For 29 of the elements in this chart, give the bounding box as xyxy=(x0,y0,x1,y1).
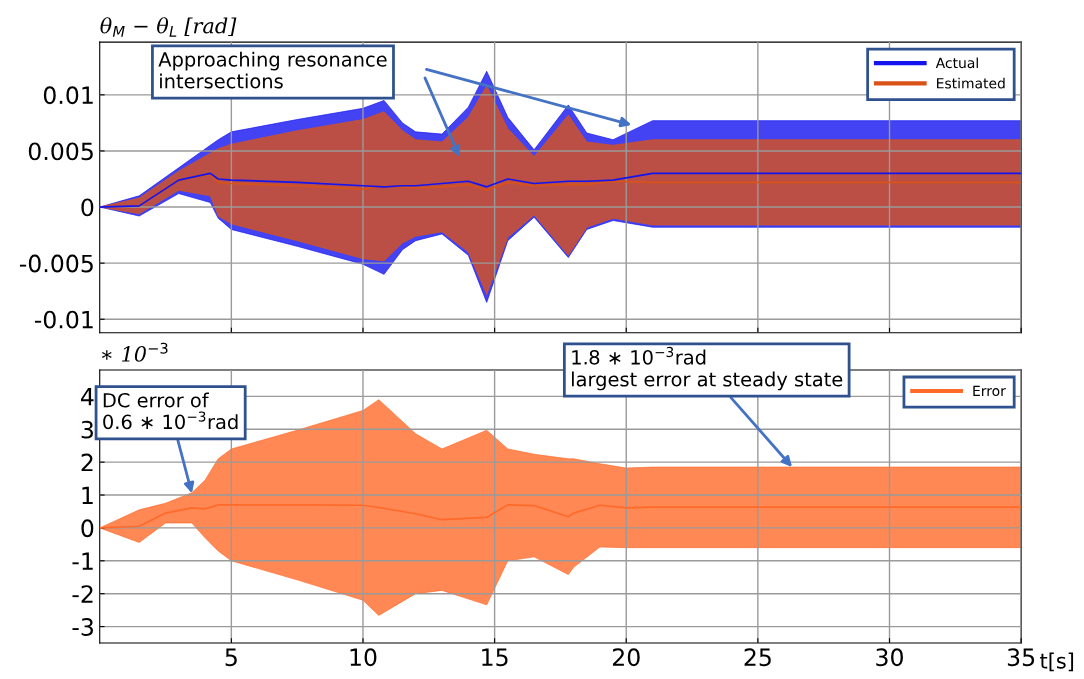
y-tick-label: 3 xyxy=(81,420,93,439)
x-tick-label: 15 xyxy=(482,648,508,667)
legend-label: Estimated xyxy=(937,77,1005,89)
y-tick-label: 2 xyxy=(81,453,93,472)
x-tick-label: 5 xyxy=(225,648,237,667)
x-tick-label: 25 xyxy=(744,648,771,667)
y-tick-label: -3 xyxy=(72,618,93,636)
y-axis-title: ∗ 10$^{−3}$ xyxy=(101,342,168,362)
x-tick-label: 10 xyxy=(350,648,377,667)
annotation: 1.8 ∗ 10$^{−3}$rad largest error at steady state xyxy=(572,346,843,391)
y-axis-title: θ$_{M}$ − θ$_{L}$ [rad] xyxy=(100,17,237,37)
y-tick-label: 0.01 xyxy=(43,86,93,105)
y-tick-label: 0.005 xyxy=(28,142,93,161)
annotation: DC error of 0.6 ∗ 10$^{−3}$rad xyxy=(103,392,238,430)
y-tick-label: 1 xyxy=(82,486,93,504)
x-tick-label: 20 xyxy=(612,648,640,667)
x-tick-label: 30 xyxy=(876,648,903,667)
y-tick-label: -0.01 xyxy=(34,310,93,329)
legend-label: Error xyxy=(973,385,1006,397)
y-tick-label: -2 xyxy=(72,585,93,603)
x-axis-title: t[s] xyxy=(1040,652,1074,672)
y-tick-label: 0 xyxy=(81,519,94,538)
x-tick-label: 35 xyxy=(1007,648,1035,667)
y-tick-label: 4 xyxy=(81,388,94,406)
legend-label: Actual xyxy=(935,57,978,69)
y-tick-label: -1 xyxy=(72,552,93,570)
y-tick-label: -0.005 xyxy=(19,254,93,273)
annotation: Approaching resonance intersections xyxy=(158,51,387,89)
y-tick-label: 0 xyxy=(81,198,94,217)
